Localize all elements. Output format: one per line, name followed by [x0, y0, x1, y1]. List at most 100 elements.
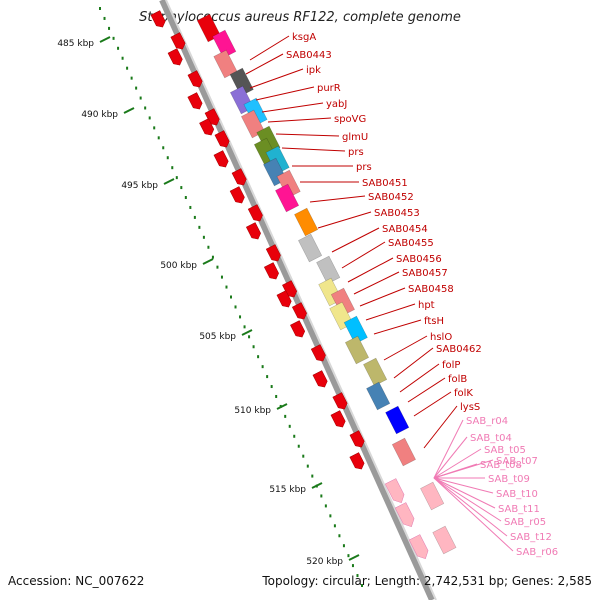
- cds-block: [298, 233, 323, 263]
- scale-dot: [207, 245, 210, 249]
- gene-label[interactable]: SAB0454: [331, 224, 428, 253]
- strand-arrow: [312, 370, 328, 388]
- svg-text:SAB0458: SAB0458: [408, 284, 454, 295]
- scale-dot: [153, 126, 156, 130]
- gene-label[interactable]: spoVG: [267, 114, 366, 125]
- feature-labels[interactable]: ksgA SAB0443 ipk purR yabJ spoVG glmU prs prs SAB…: [245, 32, 558, 558]
- gene-label[interactable]: SAB0455: [341, 238, 434, 269]
- rna-arrow: [384, 478, 405, 504]
- gene-label[interactable]: hpt: [365, 300, 435, 321]
- rna-label[interactable]: SAB_t09: [434, 474, 530, 485]
- svg-text:SAB0457: SAB0457: [402, 268, 448, 279]
- scale-dot: [342, 544, 345, 548]
- strand-arrow: [330, 410, 346, 428]
- gene-label[interactable]: SAB0458: [359, 284, 454, 307]
- gene-label[interactable]: folB: [407, 374, 467, 403]
- svg-text:folK: folK: [454, 388, 473, 399]
- svg-text:SAB_t04: SAB_t04: [470, 433, 512, 444]
- strand-arrow: [263, 262, 279, 280]
- rna-label[interactable]: SAB_t04: [433, 433, 512, 479]
- scale-tick: [123, 107, 135, 114]
- strand-arrow: [349, 452, 365, 470]
- rna-label[interactable]: SAB_r06: [433, 477, 558, 558]
- gene-label[interactable]: hslO: [383, 332, 452, 361]
- gene-label[interactable]: ipk: [249, 65, 321, 89]
- svg-text:yabJ: yabJ: [326, 99, 347, 110]
- gene-label[interactable]: yabJ: [261, 99, 347, 113]
- backbone-line: [159, 0, 435, 600]
- gene-label[interactable]: prs: [292, 162, 372, 173]
- rna-label[interactable]: SAB_r05: [433, 477, 546, 528]
- svg-text:prs: prs: [348, 147, 364, 158]
- rna-label[interactable]: SAB_t10: [433, 477, 538, 500]
- gene-label[interactable]: prs: [281, 147, 364, 158]
- gene-label[interactable]: SAB0452: [309, 192, 414, 203]
- gene-label[interactable]: ftsH: [373, 316, 444, 335]
- scale-dot: [144, 106, 147, 110]
- gene-label[interactable]: SAB0457: [353, 268, 448, 295]
- scale-dot: [293, 434, 296, 438]
- scale-dot: [162, 146, 165, 150]
- gene-label[interactable]: SAB0462: [393, 344, 482, 379]
- scale-tick-label: 485 kbp: [57, 39, 94, 49]
- scale-tick: [276, 403, 288, 410]
- rna-label[interactable]: SAB_t08: [433, 460, 522, 479]
- scale-dot: [306, 464, 309, 468]
- svg-text:hslO: hslO: [430, 332, 452, 343]
- strand-arrow: [282, 280, 298, 298]
- svg-text:spoVG: spoVG: [334, 114, 366, 125]
- strand-arrow: [291, 302, 307, 320]
- strand-arrow: [170, 32, 186, 50]
- scale-dot: [99, 7, 101, 10]
- svg-text:SAB0456: SAB0456: [396, 254, 442, 265]
- gene-label[interactable]: SAB0443: [245, 50, 332, 75]
- gene-label[interactable]: folP: [399, 360, 460, 393]
- rna-label[interactable]: SAB_r04: [433, 416, 508, 479]
- strand-arrow: [187, 92, 203, 110]
- rna-label[interactable]: SAB_t12: [433, 477, 552, 543]
- scale-tick-label: 505 kbp: [199, 332, 236, 342]
- scale-dot: [320, 494, 323, 498]
- cds-block: [366, 381, 391, 411]
- scale-dot: [275, 394, 278, 398]
- svg-text:folB: folB: [448, 374, 467, 385]
- svg-text:SAB_r05: SAB_r05: [504, 517, 546, 528]
- scale-dot: [216, 265, 219, 269]
- strand-arrow: [199, 118, 215, 136]
- rna-label[interactable]: SAB_t05: [433, 445, 526, 479]
- gene-label[interactable]: glmU: [275, 132, 368, 143]
- strand-arrow: [213, 150, 229, 168]
- gene-label[interactable]: SAB0453: [317, 208, 420, 229]
- gene-label[interactable]: SAB0456: [347, 254, 442, 283]
- cds-block: [294, 207, 319, 237]
- scale-dot: [252, 345, 255, 349]
- gene-label[interactable]: SAB0451: [300, 178, 408, 189]
- svg-text:SAB0455: SAB0455: [388, 238, 434, 249]
- scale-dot: [175, 176, 178, 180]
- cds-block: [363, 357, 388, 387]
- gene-label[interactable]: ksgA: [249, 32, 316, 61]
- scale-dot: [126, 66, 129, 70]
- svg-text:ksgA: ksgA: [292, 32, 316, 43]
- gene-label[interactable]: folK: [413, 388, 473, 417]
- svg-text:SAB0443: SAB0443: [286, 50, 332, 61]
- svg-text:folP: folP: [442, 360, 460, 371]
- strand-arrow: [245, 222, 261, 240]
- svg-text:SAB_t05: SAB_t05: [484, 445, 526, 456]
- gene-label[interactable]: purR: [255, 83, 341, 101]
- scale-dot: [284, 414, 287, 418]
- scale-dot: [261, 365, 264, 369]
- svg-text:purR: purR: [317, 83, 341, 94]
- scale-dot: [239, 315, 242, 319]
- svg-text:glmU: glmU: [342, 132, 368, 143]
- scale-dot: [356, 574, 359, 578]
- rna-label[interactable]: SAB_t11: [433, 477, 540, 515]
- gene-label[interactable]: lysS: [423, 402, 480, 449]
- strand-arrow: [150, 10, 166, 28]
- accession-text: Accession: NC_007622: [8, 574, 145, 588]
- scale-dot: [211, 255, 214, 259]
- scale-dot: [189, 205, 192, 209]
- strand-arrow: [332, 392, 348, 410]
- svg-text:ftsH: ftsH: [424, 316, 444, 327]
